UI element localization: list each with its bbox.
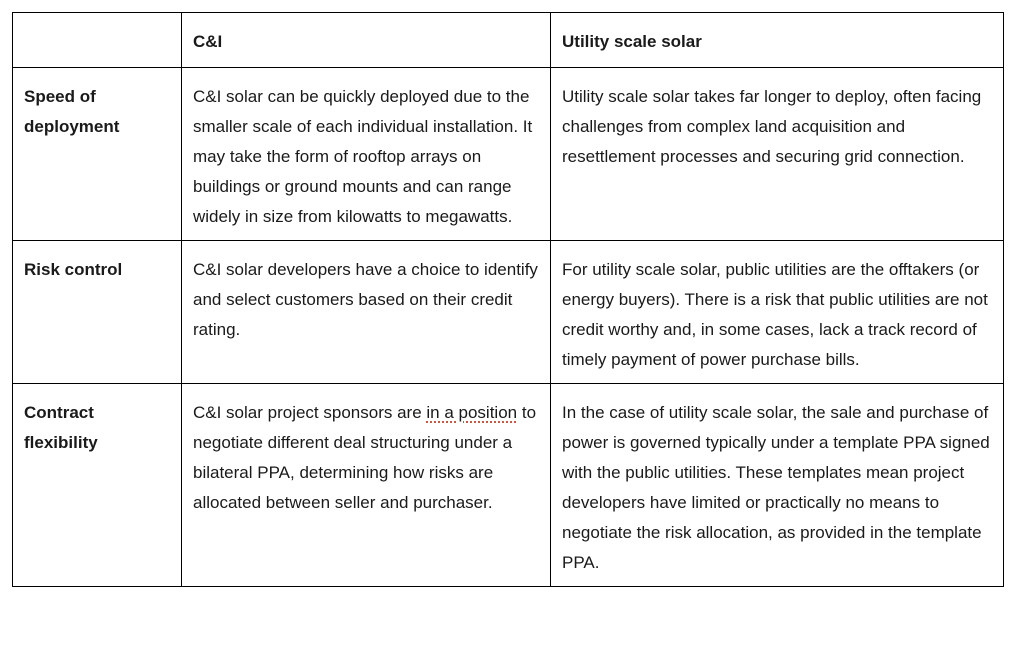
utility-cell: Utility scale solar takes far longer to … xyxy=(550,67,1004,241)
header-cell-empty xyxy=(12,12,182,68)
header-cell-utility: Utility scale solar xyxy=(550,12,1004,68)
ci-text-pre: C&I solar project sponsors are xyxy=(193,403,427,422)
ci-text-post: to negotiate different deal structuring … xyxy=(193,403,537,512)
ci-cell: C&I solar developers have a choice to id… xyxy=(181,240,551,384)
row-label: Contract flexibility xyxy=(12,383,182,587)
spellcheck-flagged-text[interactable]: in a position xyxy=(426,403,518,422)
utility-cell: In the case of utility scale solar, the … xyxy=(550,383,1004,587)
header-cell-ci: C&I xyxy=(181,12,551,68)
row-label: Speed of deployment xyxy=(12,67,182,241)
ci-cell: C&I solar project sponsors are in a posi… xyxy=(181,383,551,587)
table-row: Contract flexibility C&I solar project s… xyxy=(12,383,1004,587)
table-row: Speed of deployment C&I solar can be qui… xyxy=(12,67,1004,241)
comparison-table: C&I Utility scale solar Speed of deploym… xyxy=(12,12,1004,587)
utility-cell: For utility scale solar, public utilitie… xyxy=(550,240,1004,384)
row-label: Risk control xyxy=(12,240,182,384)
table-row: Risk control C&I solar developers have a… xyxy=(12,240,1004,384)
ci-cell: C&I solar can be quickly deployed due to… xyxy=(181,67,551,241)
header-row: C&I Utility scale solar xyxy=(12,12,1004,68)
